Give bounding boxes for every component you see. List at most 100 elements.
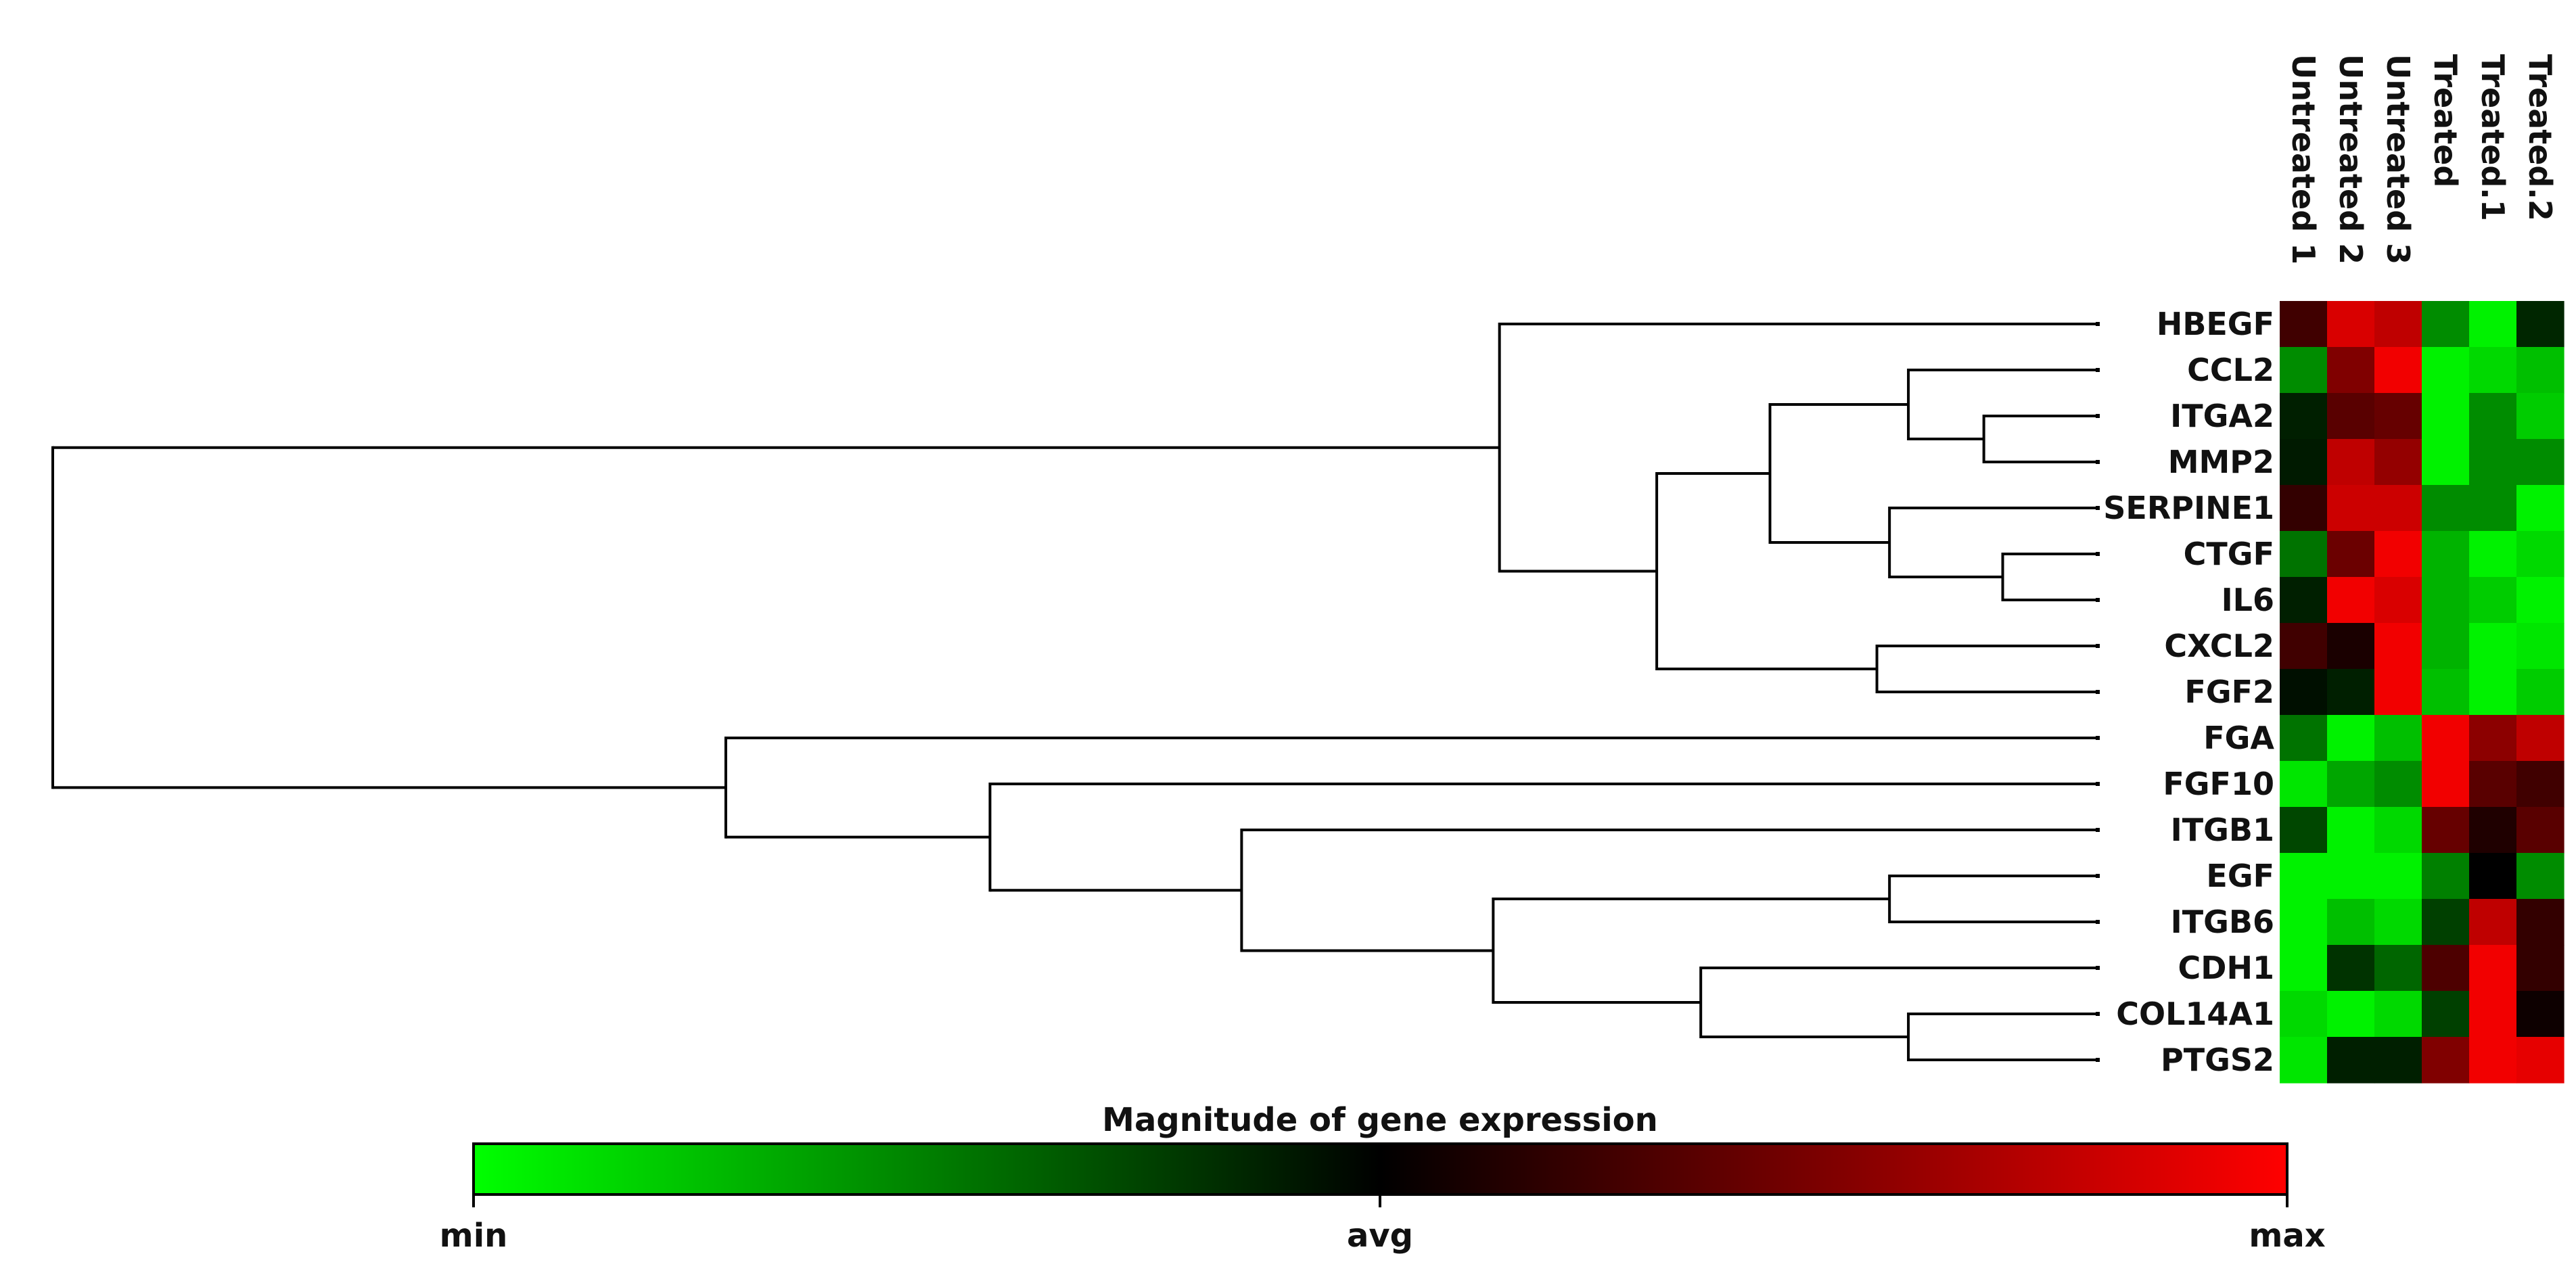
heatmap-cell-itgb1-treated-1 [2469, 807, 2517, 854]
row-label-ccl2: CCL2 [2187, 352, 2274, 388]
heatmap-cell-itgb1-untreated-2 [2327, 807, 2375, 854]
heatmap-cell-col14a1-treated-2 [2516, 991, 2564, 1038]
row-label-cxcl2: CXCL2 [2164, 628, 2274, 664]
heatmap-cell-ccl2-treated [2422, 347, 2470, 394]
heatmap-cell-serpine1-untreated-2 [2327, 485, 2375, 532]
heatmap-cell-itgb6-treated-1 [2469, 899, 2517, 946]
dendrogram-leaf-marker [2096, 782, 2100, 786]
heatmap-cell-cdh1-untreated-3 [2374, 945, 2422, 992]
dendrogram-leaf-marker [2096, 690, 2100, 694]
heatmap-cell-itgb6-untreated-3 [2374, 899, 2422, 946]
dendrogram-leaf-marker [2096, 920, 2100, 924]
colorbar-title: Magnitude of gene expression [1102, 1101, 1658, 1139]
heatmap-cell-cxcl2-untreated-3 [2374, 623, 2422, 670]
column-label-untreated-2: Untreated 2 [2332, 54, 2369, 264]
heatmap-cell-ptgs2-treated [2422, 1037, 2470, 1084]
heatmap-cell-ptgs2-treated-1 [2469, 1037, 2517, 1084]
dendrogram-leaf-marker [2096, 1058, 2100, 1062]
heatmap-cell-egf-treated-1 [2469, 853, 2517, 900]
heatmap-cell-itgb1-untreated-3 [2374, 807, 2422, 854]
heatmap-cell-itgb6-treated-2 [2516, 899, 2564, 946]
heatmap-cell-ccl2-untreated-3 [2374, 347, 2422, 394]
heatmap-cell-fga-untreated-1 [2280, 715, 2328, 762]
heatmap-cell-hbegf-treated-2 [2516, 301, 2564, 348]
dendrogram-leaf-marker [2096, 368, 2100, 372]
heatmap-cell-cxcl2-treated-1 [2469, 623, 2517, 670]
heatmap-cell-cdh1-treated [2422, 945, 2470, 992]
row-label-cdh1: CDH1 [2178, 950, 2274, 986]
heatmap-cell-egf-untreated-3 [2374, 853, 2422, 900]
heatmap-cell-mmp2-treated [2422, 439, 2470, 486]
heatmap-cell-il6-untreated-2 [2327, 577, 2375, 624]
heatmap-cell-itgb6-untreated-2 [2327, 899, 2375, 946]
heatmap-cell-fga-treated-1 [2469, 715, 2517, 762]
dendrogram-leaf-marker [2096, 1012, 2100, 1016]
heatmap-cell-cxcl2-untreated-1 [2280, 623, 2328, 670]
dendrogram-leaf-marker [2096, 874, 2100, 878]
heatmap-cell-ccl2-treated-1 [2469, 347, 2517, 394]
heatmap-cell-fgf2-treated-1 [2469, 669, 2517, 716]
colorbar: Magnitude of gene expression min avg max [440, 1101, 2326, 1255]
row-label-col14a1: COL14A1 [2116, 996, 2274, 1032]
heatmap-cell-col14a1-treated-1 [2469, 991, 2517, 1038]
heatmap-cell-ctgf-untreated-2 [2327, 531, 2375, 578]
heatmap-cell-itgb6-treated [2422, 899, 2470, 946]
heatmap-cell-ctgf-treated-2 [2516, 531, 2564, 578]
heatmap-cell-itga2-treated [2422, 393, 2470, 440]
heatmap-cell-ptgs2-untreated-2 [2327, 1037, 2375, 1084]
heatmap-cell-cxcl2-treated-2 [2516, 623, 2564, 670]
row-dendrogram [51, 322, 2100, 1062]
heatmap-cell-ctgf-treated [2422, 531, 2470, 578]
dendrogram-leaf-marker [2096, 322, 2100, 326]
row-label-mmp2: MMP2 [2168, 444, 2274, 480]
heatmap-cell-cdh1-untreated-1 [2280, 945, 2328, 992]
heatmap-cell-fga-treated-2 [2516, 715, 2564, 762]
heatmap-cell-fgf10-treated [2422, 761, 2470, 808]
heatmap-cell-ccl2-untreated-2 [2327, 347, 2375, 394]
heatmap-cell-ptgs2-untreated-3 [2374, 1037, 2422, 1084]
heatmap-cell-itgb6-untreated-1 [2280, 899, 2328, 946]
heatmap-cell-fga-untreated-3 [2374, 715, 2422, 762]
heatmap-cell-ctgf-untreated-1 [2280, 531, 2328, 578]
column-label-treated: Treated [2427, 54, 2464, 187]
column-label-untreated-3: Untreated 3 [2380, 54, 2416, 264]
row-label-fgf10: FGF10 [2163, 766, 2274, 802]
heatmap-cell-col14a1-untreated-3 [2374, 991, 2422, 1038]
heatmap-cell-fgf10-untreated-1 [2280, 761, 2328, 808]
heatmap-cell-ptgs2-treated-2 [2516, 1037, 2564, 1084]
row-label-fgf2: FGF2 [2184, 674, 2274, 710]
heatmap-cell-egf-untreated-1 [2280, 853, 2328, 900]
heatmap-cell-fga-treated [2422, 715, 2470, 762]
heatmap-cell-mmp2-untreated-1 [2280, 439, 2328, 486]
column-labels: Untreated 1 Untreated 2 Untreated 3 Treated… [2285, 54, 2558, 264]
heatmap-cell-mmp2-untreated-2 [2327, 439, 2375, 486]
heatmap-cell-col14a1-untreated-2 [2327, 991, 2375, 1038]
heatmap-cell-itga2-untreated-3 [2374, 393, 2422, 440]
heatmap-cell-serpine1-untreated-3 [2374, 485, 2422, 532]
dendrogram-leaf-marker [2096, 966, 2100, 970]
heatmap-cell-fgf2-untreated-1 [2280, 669, 2328, 716]
heatmap-cell-itga2-treated-1 [2469, 393, 2517, 440]
heatmap-cell-mmp2-untreated-3 [2374, 439, 2422, 486]
heatmap-cell-hbegf-untreated-2 [2327, 301, 2375, 348]
heatmap-cell-col14a1-treated [2422, 991, 2470, 1038]
heatmap-cell-fgf2-untreated-2 [2327, 669, 2375, 716]
heatmap-cell-ccl2-treated-2 [2516, 347, 2564, 394]
row-labels: HBEGF CCL2 ITGA2 MMP2 SERPINE1 CTGF IL6 CXCL2 FG… [2103, 306, 2274, 1078]
dendrogram-leaf-marker [2096, 506, 2100, 510]
heatmap-cell-fgf10-untreated-2 [2327, 761, 2375, 808]
heatmap-cell-mmp2-treated-2 [2516, 439, 2564, 486]
heatmap-cell-egf-treated [2422, 853, 2470, 900]
column-label-treated-2: Treated.2 [2522, 54, 2558, 221]
row-label-egf: EGF [2206, 858, 2274, 894]
dendrogram-leaf-marker [2096, 598, 2100, 602]
heatmap-cells [2280, 301, 2564, 1084]
heatmap-cell-egf-treated-2 [2516, 853, 2564, 900]
heatmap-cell-itga2-untreated-2 [2327, 393, 2375, 440]
heatmap-cell-fga-untreated-2 [2327, 715, 2375, 762]
heatmap-cell-cdh1-treated-2 [2516, 945, 2564, 992]
heatmap-cell-serpine1-treated-2 [2516, 485, 2564, 532]
dendrogram-leaf-marker [2096, 828, 2100, 832]
